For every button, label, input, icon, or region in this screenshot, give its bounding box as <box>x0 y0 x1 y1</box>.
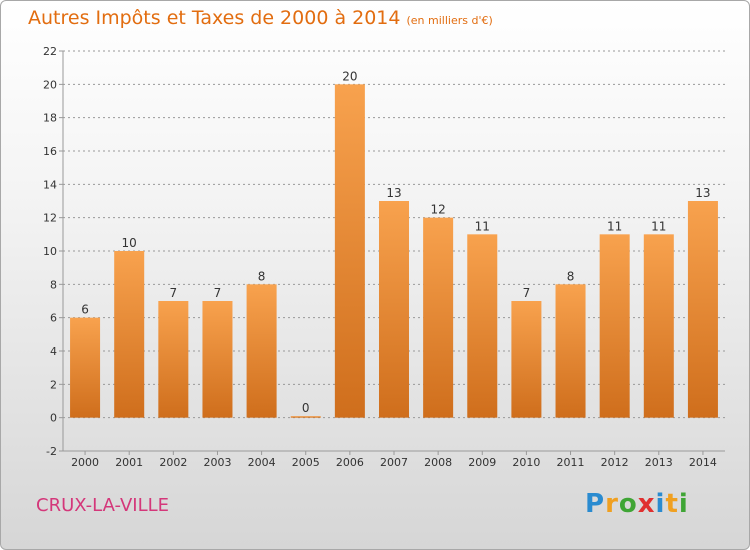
value-label-2013: 11 <box>651 219 666 233</box>
value-label-2014: 13 <box>695 186 710 200</box>
bar-2005 <box>290 416 321 418</box>
bar-2009 <box>467 234 498 418</box>
y-tick-label: 12 <box>43 212 57 225</box>
bar-2008 <box>423 217 454 418</box>
bar-2000 <box>70 317 101 418</box>
x-tick-label-2004: 2004 <box>248 456 276 469</box>
y-tick-label: 18 <box>43 112 57 125</box>
value-labels: 6 10 7 7 8 0 20 13 12 11 7 8 11 11 13 <box>81 69 710 415</box>
y-tick-label: 2 <box>50 378 57 391</box>
commune-name: CRUX-LA-VILLE <box>36 495 170 516</box>
x-tick-label-2011: 2011 <box>557 456 585 469</box>
y-tick-label: 16 <box>43 145 57 158</box>
logo-letter: P <box>585 489 606 519</box>
x-tick-label-2009: 2009 <box>468 456 496 469</box>
bars <box>70 84 718 418</box>
bar-2014 <box>687 201 718 418</box>
x-tick-label-2014: 2014 <box>689 456 717 469</box>
bar-2013 <box>643 234 674 418</box>
value-label-2009: 11 <box>475 219 490 233</box>
x-tick-label-2001: 2001 <box>115 456 143 469</box>
x-tick-label-2007: 2007 <box>380 456 408 469</box>
value-label-2008: 12 <box>430 203 445 217</box>
value-label-2005: 0 <box>302 401 310 415</box>
x-tick-label-2000: 2000 <box>71 456 99 469</box>
y-tick-labels: -2 0 2 4 6 8 10 12 14 16 18 20 22 <box>43 45 57 458</box>
value-label-2002: 7 <box>170 286 178 300</box>
bar-2001 <box>114 251 145 418</box>
y-tick-label: 0 <box>50 412 57 425</box>
logo-letter: o <box>618 489 638 519</box>
proxiti-logo: Proxiti <box>585 489 689 519</box>
value-label-2003: 7 <box>214 286 222 300</box>
value-label-2011: 8 <box>567 269 575 283</box>
x-tick-label-2013: 2013 <box>645 456 673 469</box>
bar-2012 <box>599 234 630 418</box>
x-tick-label-2005: 2005 <box>292 456 320 469</box>
bar-2010 <box>511 301 542 418</box>
x-tick-label-2003: 2003 <box>203 456 231 469</box>
chart-title: Autres Impôts et Taxes de 2000 à 2014 (en… <box>28 7 493 29</box>
axes <box>59 50 725 455</box>
logo-letter: t <box>665 489 679 519</box>
logo-letter: i <box>655 489 666 519</box>
bar-2002 <box>158 301 189 418</box>
bar-2007 <box>378 201 410 418</box>
x-tick-label-2012: 2012 <box>601 456 629 469</box>
chart-subtitle: (en milliers d'€) <box>406 14 493 27</box>
x-tick-label-2008: 2008 <box>424 456 452 469</box>
value-label-2010: 7 <box>523 286 531 300</box>
y-tick-label: 22 <box>43 45 57 58</box>
bar-2003 <box>202 301 233 418</box>
bar-2004 <box>246 284 277 418</box>
logo-letter: x <box>637 489 656 519</box>
y-tick-label: 20 <box>43 78 57 91</box>
y-tick-label: 14 <box>43 178 57 191</box>
bar-2011 <box>555 284 586 418</box>
logo-letter: i <box>678 489 689 519</box>
value-label-2012: 11 <box>607 219 622 233</box>
value-label-2007: 13 <box>386 186 401 200</box>
x-tick-label-2010: 2010 <box>512 456 540 469</box>
x-tick-label-2002: 2002 <box>159 456 187 469</box>
chart-title-text: Autres Impôts et Taxes de 2000 à 2014 <box>28 7 401 29</box>
y-tick-label: 8 <box>50 278 57 291</box>
value-label-2004: 8 <box>258 269 266 283</box>
value-label-2000: 6 <box>81 303 89 317</box>
y-tick-label: -2 <box>46 445 57 458</box>
y-tick-label: 10 <box>43 245 57 258</box>
x-tick-label-2006: 2006 <box>336 456 364 469</box>
logo-letter: r <box>605 489 619 519</box>
value-label-2001: 10 <box>122 236 137 250</box>
value-label-2006: 20 <box>342 69 357 83</box>
y-tick-label: 4 <box>50 345 57 358</box>
y-tick-label: 6 <box>50 312 57 325</box>
x-tick-labels: 2000 2001 2002 2003 2004 2005 2006 2007 2008 2009… <box>71 456 717 469</box>
bar-2006 <box>334 84 365 418</box>
